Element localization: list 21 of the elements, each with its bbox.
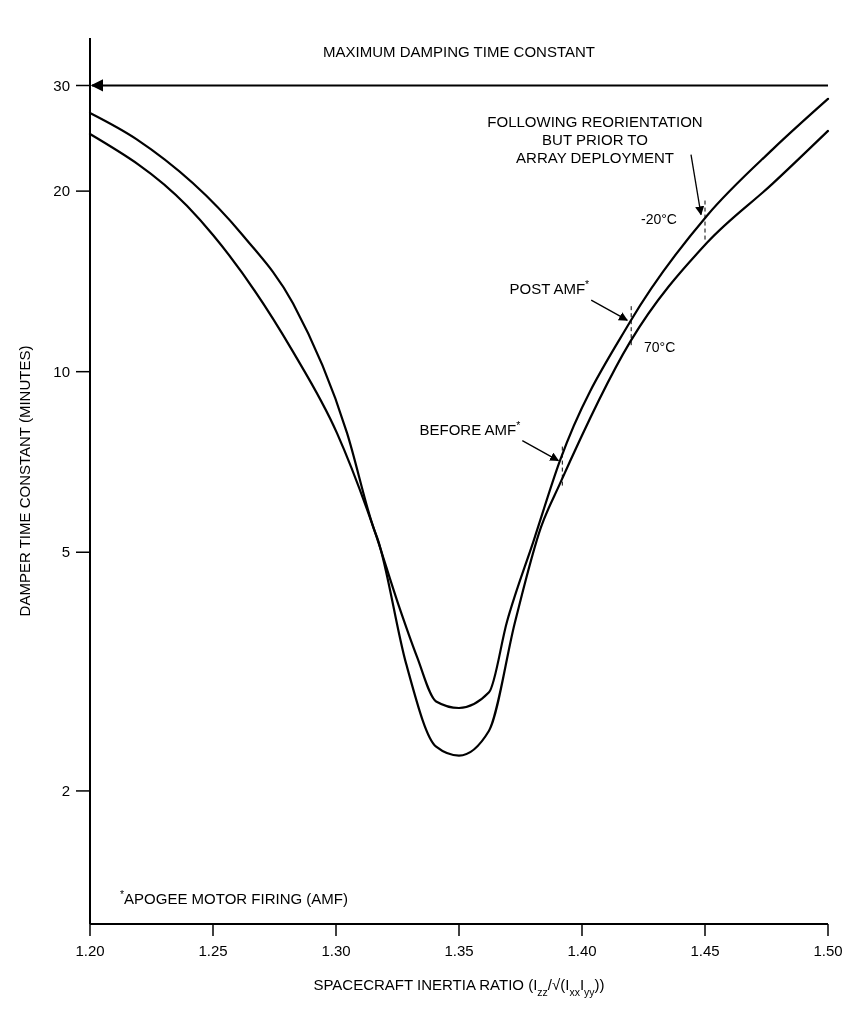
x-tick-label: 1.25 — [198, 942, 228, 959]
series-label: -20°C — [641, 210, 677, 227]
series-label: 70°C — [643, 339, 676, 356]
y-tick-label: 20 — [53, 182, 70, 200]
annotation: BEFORE AMF$^{*}$ — [419, 418, 521, 438]
x-tick-label: 1.40 — [567, 942, 597, 959]
y-tick-label: 2 — [61, 782, 70, 800]
annotation: FOLLOWING REORIENTATION BUT PRIOR TO ARRAY DEPLOYMENT — [487, 112, 703, 166]
y-tick-label: 30 — [53, 76, 70, 94]
annotation: POST AMF$^{*}$ — [509, 278, 590, 298]
ref-line-label: MAXIMUM DAMPING TIME CONSTANT — [323, 43, 595, 61]
annotation: $^{*}$APOGEE MOTOR FIRING (AMF) — [120, 888, 348, 907]
y-axis-title: DAMPER TIME CONSTANT (MINUTES) — [16, 345, 33, 617]
x-tick-label: 1.35 — [444, 942, 474, 959]
x-axis-title: SPACECRAFT INERTIA RATIO (I$_{zz}$/√(I$_{xx}$I$_{yy}$)) — [313, 976, 605, 998]
x-tick-label: 1.30 — [321, 942, 351, 959]
x-tick-label: 1.45 — [690, 942, 720, 959]
x-tick-label: 1.20 — [75, 942, 105, 959]
x-tick-label: 1.50 — [813, 942, 843, 959]
y-tick-label: 10 — [53, 362, 70, 380]
y-tick-label: 5 — [61, 543, 70, 561]
